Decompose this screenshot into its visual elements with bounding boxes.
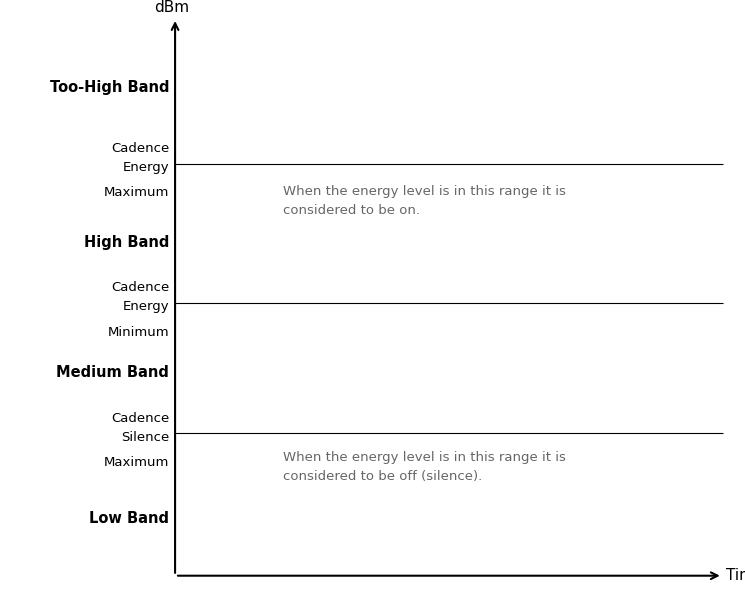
Text: Maximum: Maximum xyxy=(104,456,169,469)
Text: When the energy level is in this range it is
considered to be on.: When the energy level is in this range i… xyxy=(283,185,566,217)
Text: Time: Time xyxy=(726,568,745,583)
Text: Too-High Band: Too-High Band xyxy=(50,81,169,95)
Text: High Band: High Band xyxy=(83,235,169,250)
Text: Medium Band: Medium Band xyxy=(56,365,169,380)
Text: Cadence: Cadence xyxy=(111,281,169,295)
Text: When the energy level is in this range it is
considered to be off (silence).: When the energy level is in this range i… xyxy=(283,451,566,484)
Text: Minimum: Minimum xyxy=(107,326,169,339)
Text: Energy: Energy xyxy=(122,161,169,174)
Text: Cadence: Cadence xyxy=(111,142,169,155)
Text: Cadence: Cadence xyxy=(111,411,169,425)
Text: Silence: Silence xyxy=(121,431,169,444)
Text: dBm: dBm xyxy=(153,0,189,15)
Text: Maximum: Maximum xyxy=(104,187,169,199)
Text: Low Band: Low Band xyxy=(89,511,169,525)
Text: Energy: Energy xyxy=(122,301,169,313)
